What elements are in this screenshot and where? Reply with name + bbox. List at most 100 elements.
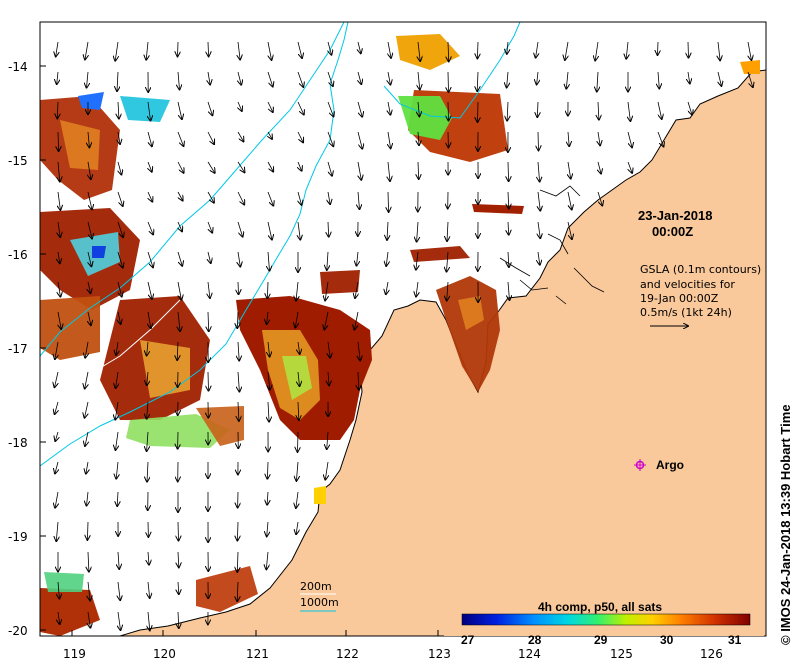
- velocity-arrow: [298, 161, 302, 171]
- velocity-arrow: [628, 161, 632, 173]
- velocity-arrow: [388, 71, 390, 85]
- velocity-arrow: [567, 221, 572, 239]
- colorbar-title: 4h comp, p50, all sats: [538, 600, 662, 614]
- velocity-arrow: [178, 611, 179, 628]
- velocity-arrow: [87, 191, 92, 209]
- velocity-arrow: [148, 101, 151, 121]
- velocity-arrow: [147, 431, 148, 451]
- velocity-arrow: [88, 161, 91, 179]
- velocity-arrow: [297, 101, 304, 115]
- land-australia: [120, 70, 766, 636]
- velocity-arrow: [328, 341, 330, 358]
- velocity-arrow: [238, 41, 240, 60]
- velocity-arrow: [55, 461, 58, 473]
- velocity-arrow: [238, 71, 241, 85]
- colorbar-tick-30: 30: [660, 633, 674, 647]
- velocity-arrow: [687, 101, 692, 115]
- velocity-arrow: [296, 491, 298, 508]
- velocity-arrow: [327, 71, 333, 86]
- velocity-arrow: [85, 401, 89, 418]
- depth-legend-1000m: 1000m: [300, 596, 339, 609]
- velocity-arrow: [118, 311, 121, 324]
- velocity-arrow: [148, 551, 149, 565]
- velocity-arrow: [298, 371, 300, 386]
- velocity-arrow: [448, 101, 449, 120]
- velocity-arrow: [416, 281, 418, 297]
- velocity-arrow: [208, 71, 210, 85]
- velocity-arrow: [537, 71, 538, 84]
- velocity-arrow: [508, 191, 509, 209]
- velocity-arrow: [55, 371, 59, 387]
- velocity-arrow: [358, 71, 361, 84]
- velocity-arrow: [117, 491, 118, 506]
- velocity-arrow: [447, 281, 448, 301]
- velocity-arrow: [87, 221, 92, 239]
- velocity-arrow: [177, 251, 182, 266]
- velocity-arrow: [358, 341, 360, 360]
- coastline-islands: [499, 185, 605, 305]
- velocity-arrow: [88, 311, 91, 325]
- credit-line: © IMOS 24-Jan-2018 13:39 Hobart Time: [778, 404, 793, 645]
- colorbar-tick-29: 29: [594, 633, 608, 647]
- velocity-arrow: [324, 311, 329, 329]
- velocity-arrow: [237, 221, 243, 237]
- velocity-arrow: [177, 101, 182, 119]
- argo-label: Argo: [656, 458, 684, 472]
- velocity-arrow: [507, 71, 508, 87]
- velocity-arrow: [447, 221, 448, 241]
- velocity-arrow: [88, 281, 91, 293]
- lon-label-126: 126: [700, 647, 723, 661]
- velocity-arrow: [88, 251, 91, 266]
- velocity-arrow: [507, 101, 508, 121]
- velocity-arrow: [237, 581, 238, 601]
- velocity-arrow: [86, 461, 88, 474]
- contour-1000m-ne: [383, 22, 521, 119]
- plot-frame: [39, 21, 767, 637]
- velocity-arrow: [355, 281, 358, 298]
- velocity-arrow: [118, 581, 120, 600]
- velocity-arrow: [118, 551, 119, 569]
- velocity-arrow: [208, 221, 212, 233]
- velocity-arrow: [328, 191, 330, 204]
- velocity-arrow: [537, 101, 538, 117]
- velocity-arrow: [448, 71, 449, 92]
- velocity-arrow: [238, 371, 239, 392]
- velocity-arrow: [626, 41, 628, 59]
- gsla-note-line3: 19-Jan 00:00Z: [640, 292, 719, 305]
- velocity-arrow: [507, 41, 508, 54]
- velocity-arrow: [358, 41, 361, 53]
- velocity-arrow: [267, 161, 273, 172]
- velocity-arrow: [325, 281, 328, 300]
- velocity-arrow: [598, 131, 600, 145]
- velocity-arrow: [268, 341, 270, 357]
- velocity-arrow: [386, 251, 388, 266]
- velocity-arrow: [477, 41, 478, 58]
- velocity-arrow: [147, 251, 153, 267]
- velocity-arrow: [718, 71, 721, 86]
- velocity-arrow: [118, 101, 119, 119]
- timestamp-time: 00:00Z: [652, 224, 693, 239]
- velocity-arrow: [418, 41, 420, 61]
- colorbar: [461, 613, 751, 626]
- velocity-arrow: [538, 191, 540, 211]
- velocity-arrow: [418, 161, 419, 179]
- velocity-arrows: [55, 41, 753, 630]
- velocity-arrow: [598, 161, 601, 174]
- velocity-arrow: [117, 191, 123, 206]
- velocity-arrow: [418, 71, 420, 89]
- velocity-arrow: [328, 221, 329, 237]
- velocity-arrow: [328, 41, 331, 55]
- velocity-arrow: [538, 221, 540, 238]
- velocity-arrow: [147, 281, 152, 299]
- velocity-arrow: [567, 191, 572, 210]
- velocity-arrow: [688, 41, 689, 58]
- velocity-arrow: [266, 551, 268, 569]
- velocity-arrow: [177, 161, 184, 173]
- velocity-arrow: [538, 251, 540, 265]
- velocity-arrow: [85, 41, 88, 59]
- velocity-arrow: [208, 371, 209, 391]
- velocity-arrow: [447, 251, 449, 272]
- velocity-arrow: [508, 251, 509, 267]
- velocity-arrow: [748, 41, 751, 60]
- velocity-arrow: [58, 281, 60, 297]
